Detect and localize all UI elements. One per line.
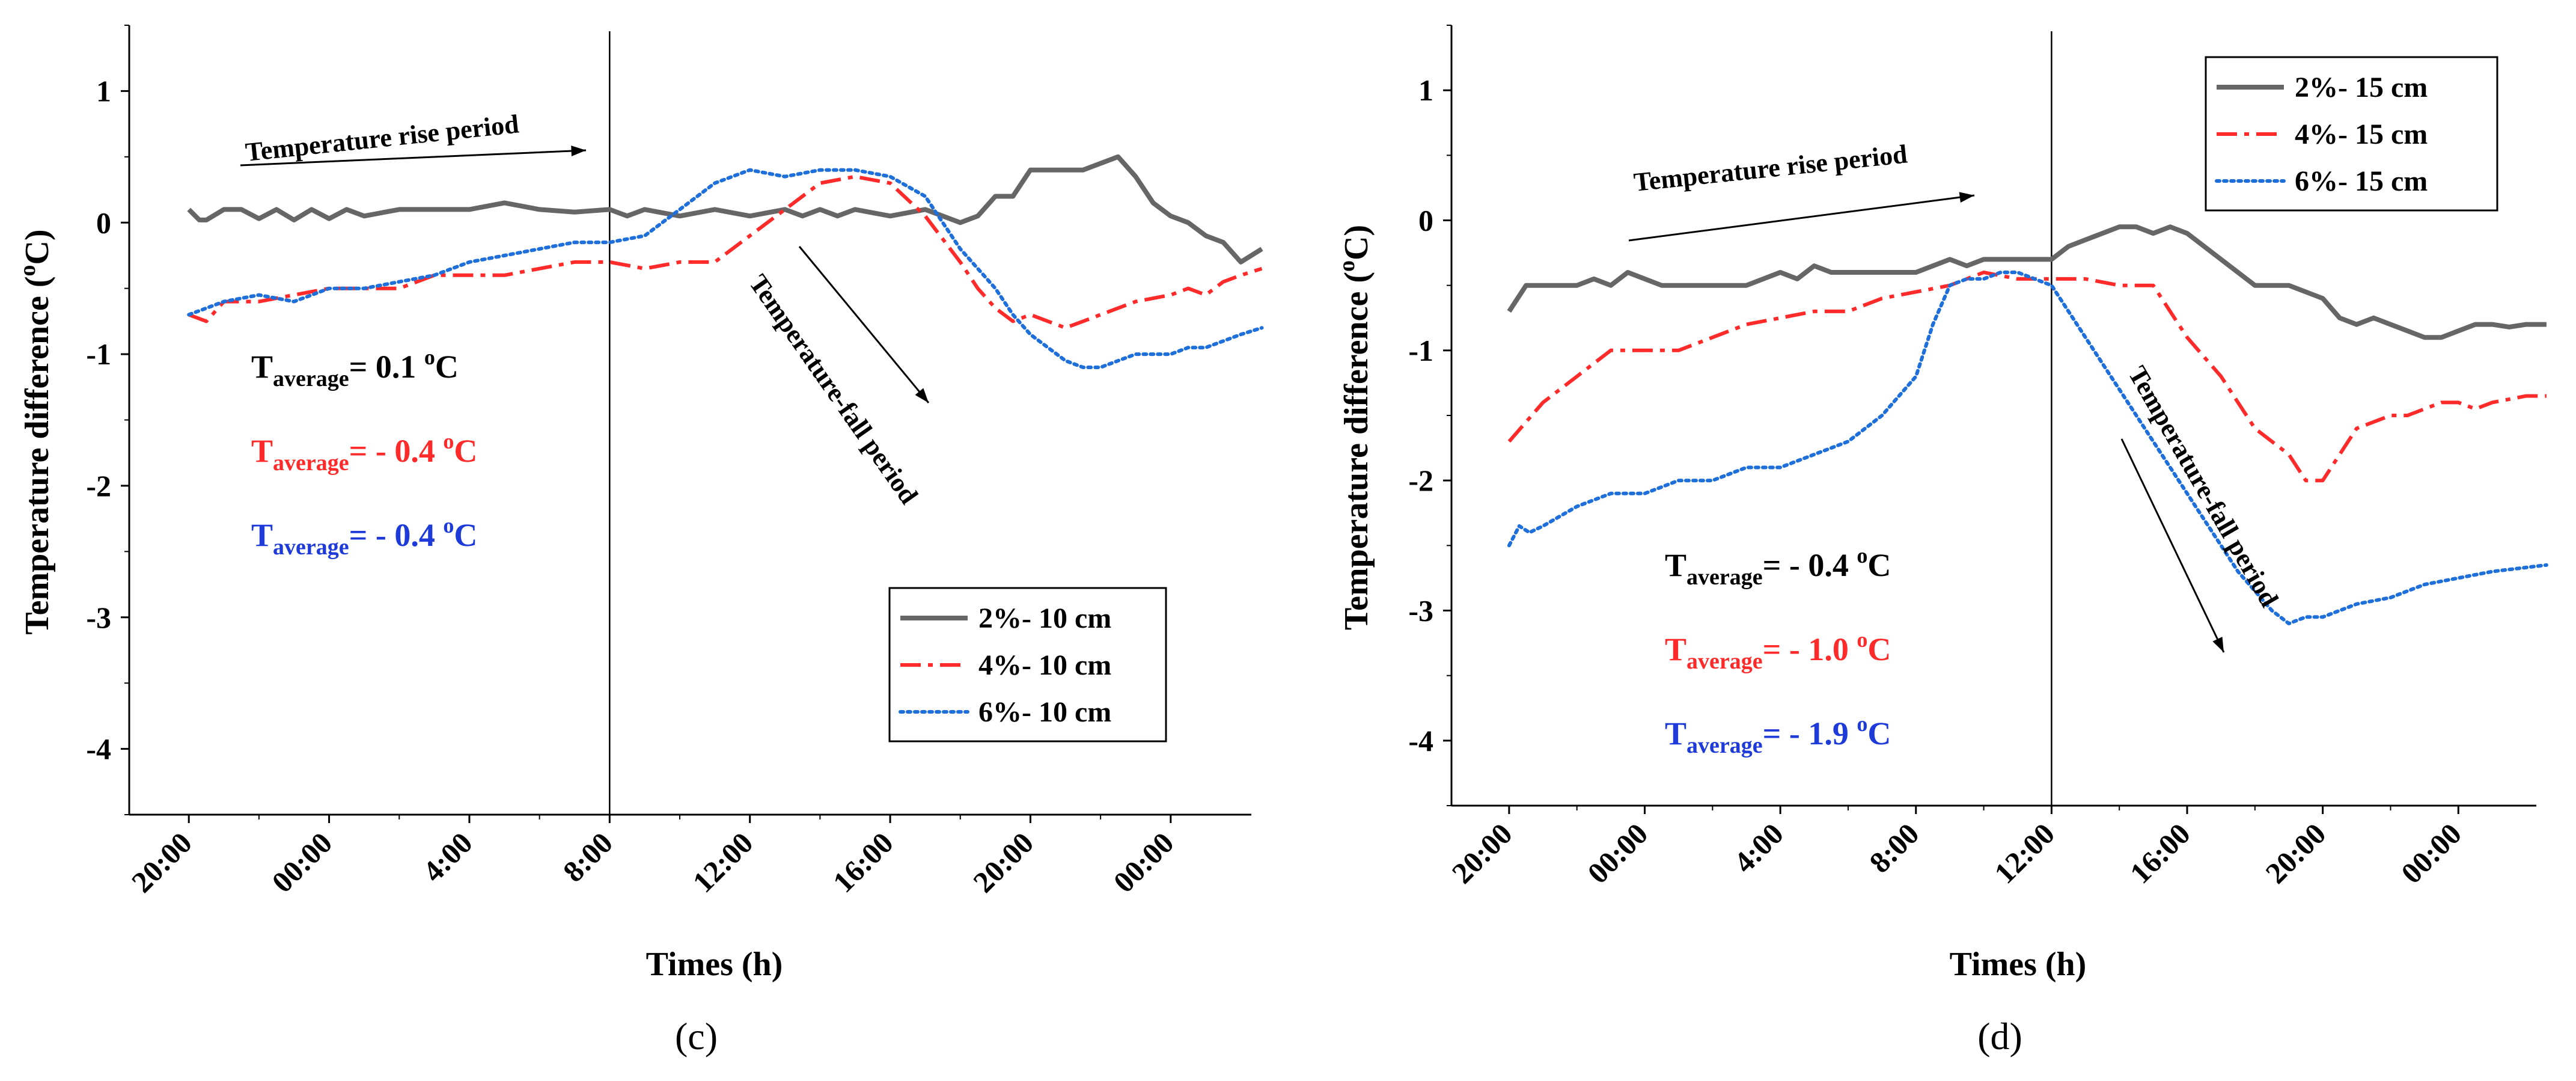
y-axis-title-main: Temperature difference ( bbox=[19, 276, 56, 634]
legend-entry-label: 4%- 15 cm bbox=[2295, 118, 2428, 150]
average-label-value: = - 1.0 bbox=[1763, 631, 1857, 667]
average-label-value: = - 0.4 bbox=[349, 433, 444, 469]
rise-arrow-shaft bbox=[240, 149, 587, 167]
y-axis-title-unit: C) bbox=[19, 229, 56, 265]
legend-entry-label: 2%- 10 cm bbox=[978, 602, 1111, 634]
fall-arrow-shaft bbox=[798, 246, 930, 403]
x-axis-title: Times (h) bbox=[646, 946, 783, 983]
average-label-base: T bbox=[251, 349, 273, 385]
average-label-unit: C bbox=[1867, 715, 1891, 752]
y-tick-label: -4 bbox=[1408, 724, 1433, 758]
average-label-superscript: o bbox=[1857, 712, 1867, 736]
average-label-superscript: o bbox=[1857, 544, 1867, 568]
average-label-unit: C bbox=[435, 349, 459, 385]
series-line-4-10-cm bbox=[188, 174, 1263, 330]
average-label-value: = - 1.9 bbox=[1763, 715, 1857, 752]
y-axis-title: Temperature difference (oC) bbox=[1334, 225, 1375, 630]
rise-arrow-shaft bbox=[1628, 194, 1975, 242]
average-label-subscript: average bbox=[1686, 649, 1763, 674]
y-axis-title-superscript: o bbox=[1334, 260, 1360, 272]
legend-entry-label: 6%- 15 cm bbox=[2295, 165, 2428, 197]
average-label-subscript: average bbox=[1686, 565, 1763, 590]
average-label-base: T bbox=[1665, 631, 1686, 667]
average-label-value: = - 0.4 bbox=[349, 517, 444, 553]
rise-arrow-head bbox=[571, 145, 586, 156]
average-label-subscript: average bbox=[273, 450, 349, 476]
average-label-value: = - 0.4 bbox=[1763, 547, 1857, 583]
y-tick-label: -2 bbox=[1408, 464, 1433, 497]
series-line-6-15-cm bbox=[1507, 271, 2548, 626]
average-label-superscript: o bbox=[424, 345, 435, 369]
average-label: Taverage= - 1.9 oC bbox=[1665, 712, 1891, 758]
average-label-base: T bbox=[251, 433, 273, 469]
legend-box bbox=[888, 587, 1167, 743]
legend-entry-label: 4%- 10 cm bbox=[978, 649, 1111, 681]
average-label: Taverage= 0.1 oC bbox=[251, 345, 459, 391]
average-label-unit: C bbox=[1867, 547, 1891, 583]
legend-entry-label: 6%- 10 cm bbox=[978, 696, 1111, 728]
series-line-2-15-cm bbox=[1507, 224, 2547, 340]
y-tick-label: -1 bbox=[1408, 334, 1433, 367]
average-label-subscript: average bbox=[1686, 733, 1763, 758]
y-tick-label: 0 bbox=[1418, 204, 1433, 237]
fall-arrow-head bbox=[2212, 637, 2224, 652]
average-label-superscript: o bbox=[443, 513, 454, 537]
average-label-base: T bbox=[1665, 547, 1686, 583]
y-axis-title-superscript: o bbox=[15, 265, 40, 276]
legend-entry-label: 2%- 15 cm bbox=[2295, 72, 2428, 103]
chart-panel-d: 10-1-2-3-420:00 00:00 4:00 8:00 12:00 16:00 20… bbox=[1334, 25, 2548, 1058]
y-tick-label: -4 bbox=[86, 732, 111, 766]
average-label: Taverage= - 0.4 oC bbox=[1665, 544, 1891, 590]
fall-arrow-shaft bbox=[2120, 438, 2225, 653]
average-label-value: = 0.1 bbox=[349, 349, 424, 385]
average-label-unit: C bbox=[454, 517, 477, 553]
y-tick-label: 0 bbox=[96, 206, 111, 239]
average-label: Taverage= - 0.4 oC bbox=[251, 513, 477, 560]
series-line-2-10-cm bbox=[187, 154, 1263, 265]
average-label-subscript: average bbox=[273, 534, 349, 560]
x-axis-title: Times (h) bbox=[1950, 946, 2087, 983]
series-line-4-15-cm bbox=[1507, 271, 2547, 483]
average-label-subscript: average bbox=[273, 366, 349, 391]
average-label-base: T bbox=[1665, 715, 1686, 752]
series-line-6-10-cm bbox=[187, 168, 1264, 369]
panel-label: (c) bbox=[675, 1015, 718, 1058]
y-tick-label: -3 bbox=[86, 601, 111, 634]
y-tick-label: -1 bbox=[86, 337, 111, 371]
rise-arrow-head bbox=[1959, 192, 1974, 203]
y-tick-label: -2 bbox=[86, 469, 111, 503]
average-label: Taverage= - 0.4 oC bbox=[251, 429, 477, 476]
average-label: Taverage= - 1.0 oC bbox=[1665, 628, 1891, 674]
average-label-superscript: o bbox=[443, 429, 454, 453]
y-tick-label: 1 bbox=[1418, 73, 1433, 107]
panel-label: (d) bbox=[1977, 1015, 2022, 1058]
y-axis-title: Temperature difference (oC) bbox=[15, 229, 56, 634]
average-label-unit: C bbox=[1867, 631, 1891, 667]
average-label-base: T bbox=[251, 517, 273, 553]
y-axis-title-main: Temperature difference ( bbox=[1338, 272, 1375, 630]
y-axis-title-unit: C) bbox=[1338, 225, 1375, 260]
y-tick-label: -3 bbox=[1408, 594, 1433, 628]
y-tick-label: 1 bbox=[96, 74, 111, 108]
average-label-unit: C bbox=[454, 433, 477, 469]
average-label-superscript: o bbox=[1857, 628, 1867, 652]
legend-box bbox=[2205, 56, 2498, 212]
fall-arrow-head bbox=[915, 388, 929, 403]
